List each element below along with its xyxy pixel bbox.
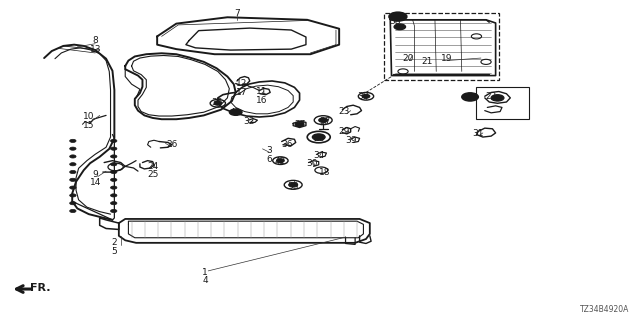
Circle shape (70, 147, 76, 150)
Circle shape (70, 139, 76, 142)
Circle shape (214, 101, 221, 105)
Circle shape (362, 94, 370, 98)
Text: 31: 31 (472, 129, 484, 138)
Circle shape (70, 171, 76, 174)
Text: 25: 25 (147, 171, 158, 180)
Circle shape (319, 118, 328, 123)
Text: 16: 16 (255, 96, 267, 105)
Text: 21: 21 (422, 57, 433, 66)
Text: 6: 6 (266, 155, 272, 164)
Text: 4: 4 (202, 276, 208, 285)
Text: 8: 8 (92, 36, 98, 45)
Circle shape (312, 134, 325, 140)
Circle shape (276, 159, 284, 163)
Text: 40: 40 (467, 93, 477, 102)
Text: 30: 30 (307, 159, 318, 168)
Text: 33: 33 (287, 182, 299, 191)
Bar (384, 13, 499, 80)
Bar (476, 87, 529, 119)
Circle shape (491, 95, 504, 101)
Circle shape (295, 122, 304, 126)
Circle shape (70, 186, 76, 189)
Circle shape (289, 183, 298, 187)
Text: 15: 15 (83, 121, 95, 130)
Circle shape (111, 171, 117, 174)
Text: 26: 26 (166, 140, 177, 149)
Text: 5: 5 (111, 247, 117, 256)
Circle shape (70, 163, 76, 166)
Circle shape (70, 194, 76, 197)
Circle shape (111, 139, 117, 142)
Circle shape (70, 155, 76, 158)
Text: 23: 23 (339, 107, 350, 116)
Circle shape (111, 186, 117, 189)
Text: 35: 35 (211, 98, 222, 107)
Text: 12: 12 (236, 79, 248, 88)
Circle shape (229, 109, 242, 116)
Text: 20: 20 (403, 53, 414, 62)
Text: 38: 38 (358, 92, 369, 101)
Text: 2: 2 (111, 238, 117, 247)
Circle shape (111, 194, 117, 197)
Text: 42: 42 (275, 157, 286, 166)
Text: 7: 7 (234, 9, 240, 18)
Circle shape (111, 163, 117, 166)
Text: 11: 11 (255, 87, 267, 96)
Text: 36: 36 (281, 140, 292, 149)
Text: 39: 39 (345, 136, 356, 145)
Circle shape (111, 209, 117, 212)
Text: 24: 24 (147, 162, 158, 171)
Text: 3: 3 (266, 146, 272, 155)
Text: 38: 38 (390, 17, 401, 26)
Circle shape (70, 202, 76, 205)
Text: 18: 18 (319, 168, 331, 177)
Text: 1: 1 (202, 268, 208, 277)
Circle shape (70, 209, 76, 212)
Circle shape (462, 93, 478, 101)
Text: 10: 10 (83, 113, 95, 122)
Circle shape (70, 178, 76, 181)
Circle shape (111, 178, 117, 181)
Text: 29: 29 (339, 127, 350, 136)
Text: 37: 37 (319, 117, 331, 126)
Text: 41: 41 (230, 108, 241, 117)
Text: 34: 34 (313, 151, 324, 160)
Text: 27: 27 (294, 120, 305, 130)
Text: 22: 22 (486, 92, 497, 101)
Circle shape (111, 147, 117, 150)
Text: 9: 9 (92, 170, 98, 179)
Circle shape (394, 24, 406, 30)
Text: TZ34B4920A: TZ34B4920A (580, 305, 630, 314)
Text: 28: 28 (313, 134, 324, 143)
Text: 19: 19 (441, 53, 452, 62)
Circle shape (389, 12, 407, 21)
Text: FR.: FR. (30, 283, 51, 293)
Text: 14: 14 (90, 179, 101, 188)
Text: 17: 17 (236, 88, 248, 97)
Circle shape (111, 202, 117, 205)
Text: 32: 32 (243, 116, 254, 126)
Text: 13: 13 (90, 44, 101, 54)
Circle shape (111, 155, 117, 158)
